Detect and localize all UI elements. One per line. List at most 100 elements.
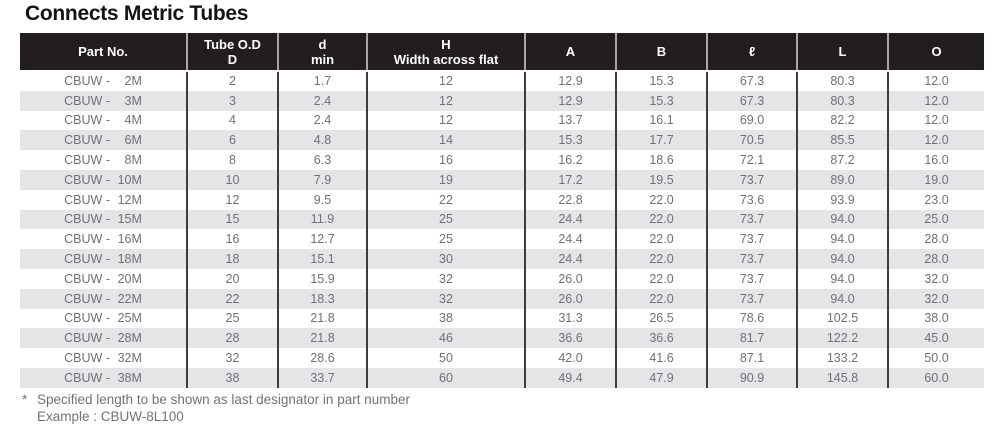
- part-size: 4M: [124, 113, 142, 128]
- part-prefix: CBUW -: [64, 212, 110, 227]
- value-cell: 90.9: [706, 367, 797, 388]
- value-cell: 12: [366, 71, 525, 91]
- value-cell: 12.0: [887, 90, 984, 111]
- value-cell: 23.0: [887, 189, 984, 210]
- value-cell: 41.6: [615, 348, 707, 368]
- value-cell: 6: [186, 130, 278, 151]
- footnote-asterisk: *: [22, 392, 28, 407]
- value-cell: 18.6: [615, 150, 707, 170]
- value-cell: 6.3: [277, 150, 367, 170]
- part-no-cell: CBUW - 16M: [20, 229, 187, 249]
- value-cell: 93.9: [796, 189, 888, 210]
- table-row: CBUW - 18M 18 15.1 30 24.4 22.0 73.7 94.0 28.0: [20, 249, 984, 269]
- part-prefix: CBUW -: [64, 153, 110, 168]
- value-cell: 12: [366, 90, 525, 111]
- part-prefix: CBUW -: [64, 232, 110, 247]
- part-prefix: CBUW -: [64, 291, 110, 306]
- part-no-cell: CBUW - 2M: [20, 71, 187, 91]
- value-cell: 25.0: [887, 209, 984, 230]
- table-row: CBUW -28M 28 21.8 46 36.6 36.6 81.7 122.2 45.0: [20, 328, 984, 349]
- value-cell: 38: [186, 367, 278, 388]
- value-cell: 26.0: [524, 288, 616, 309]
- value-cell: 73.7: [706, 229, 797, 250]
- part-prefix: CBUW -: [64, 74, 110, 89]
- value-cell: 32.0: [887, 268, 984, 289]
- value-cell: 22.0: [615, 209, 707, 230]
- part-no-cell: CBUW - 4M: [20, 111, 187, 131]
- value-cell: 18.3: [277, 288, 367, 309]
- value-cell: 38: [366, 308, 525, 329]
- part-size: 3M: [124, 93, 142, 108]
- value-cell: 14: [366, 130, 525, 151]
- value-cell: 22.0: [615, 268, 707, 289]
- value-cell: 15.1: [277, 249, 367, 269]
- value-cell: 94.0: [796, 288, 888, 309]
- col-header-o: O: [887, 33, 984, 72]
- part-no-cell: CBUW - 18M: [20, 249, 187, 269]
- part-no-cell: CBUW - 38M: [20, 367, 187, 388]
- value-cell: 82.2: [796, 110, 888, 131]
- value-cell: 32: [366, 268, 525, 289]
- part-size: 6M: [124, 133, 142, 148]
- value-cell: 122.2: [796, 328, 888, 349]
- value-cell: 17.2: [524, 169, 616, 190]
- col-header-tube-od: Tube O.D D: [186, 33, 278, 72]
- value-cell: 36.6: [524, 328, 616, 349]
- value-cell: 28.0: [887, 229, 984, 250]
- value-cell: 30: [366, 249, 525, 269]
- value-cell: 10: [186, 169, 278, 190]
- part-no-cell: CBUW - 20M: [20, 269, 187, 289]
- col-header-a: A: [524, 33, 616, 72]
- value-cell: 8: [186, 150, 278, 170]
- value-cell: 12.7: [277, 229, 367, 250]
- value-cell: 22.0: [615, 249, 707, 269]
- value-cell: 18: [186, 249, 278, 269]
- header-sublabel: D: [227, 51, 238, 67]
- table-row: CBUW - 20M 20 15.9 32 26.0 22.0 73.7 94.0 32.0: [20, 268, 984, 289]
- footnote: * Specified length to be shown as last d…: [22, 391, 410, 425]
- part-prefix: CBUW -: [64, 311, 110, 326]
- part-no-cell: CBUW - 10M: [20, 169, 187, 190]
- header-label: B: [656, 44, 667, 59]
- table-row: CBUW - 8M 8 6.3 16 16.2 18.6 72.1 87.2 16.0: [20, 150, 984, 170]
- value-cell: 80.3: [796, 71, 888, 91]
- value-cell: 50.0: [887, 348, 984, 368]
- value-cell: 73.7: [706, 249, 797, 269]
- part-size: 18M: [117, 252, 142, 267]
- part-prefix: CBUW -: [64, 252, 110, 267]
- part-prefix: CBUW -: [64, 93, 110, 108]
- part-prefix: CBUW -: [64, 351, 110, 366]
- value-cell: 73.7: [706, 268, 797, 289]
- value-cell: 12.9: [524, 71, 616, 91]
- value-cell: 16.1: [615, 110, 707, 131]
- header-sublabel: Width across flat: [393, 51, 499, 67]
- value-cell: 11.9: [277, 209, 367, 230]
- value-cell: 46: [366, 328, 525, 349]
- value-cell: 49.4: [524, 367, 616, 388]
- value-cell: 22.0: [615, 229, 707, 250]
- value-cell: 45.0: [887, 328, 984, 349]
- col-header-script-l: ℓ: [706, 33, 797, 72]
- part-size: 25M: [117, 311, 142, 326]
- table-row: CBUW - 22M 22 18.3 32 26.0 22.0 73.7 94.0 32.0: [20, 288, 984, 309]
- table-row: CBUW - 32M 32 28.6 50 42.0 41.6 87.1 133.2 50.0: [20, 348, 984, 368]
- part-no-cell: CBUW - 28M: [20, 328, 187, 349]
- part-size: 20M: [117, 271, 142, 286]
- value-cell: 25: [366, 229, 525, 250]
- header-label: Tube O.D: [204, 36, 261, 52]
- part-prefix: CBUW -: [64, 370, 110, 385]
- value-cell: 87.1: [706, 348, 797, 368]
- table-header: Part No. Tube O.D D d min H Width across…: [20, 33, 984, 72]
- value-cell: 12: [186, 189, 278, 210]
- value-cell: 22: [366, 189, 525, 210]
- value-cell: 28.0: [887, 249, 984, 269]
- value-cell: 22: [186, 288, 278, 309]
- value-cell: 94.0: [796, 268, 888, 289]
- value-cell: 47.9: [615, 367, 707, 388]
- value-cell: 21.8: [277, 328, 367, 349]
- value-cell: 87.2: [796, 150, 888, 170]
- value-cell: 80.3: [796, 90, 888, 111]
- value-cell: 32: [366, 288, 525, 309]
- value-cell: 2.4: [277, 90, 367, 111]
